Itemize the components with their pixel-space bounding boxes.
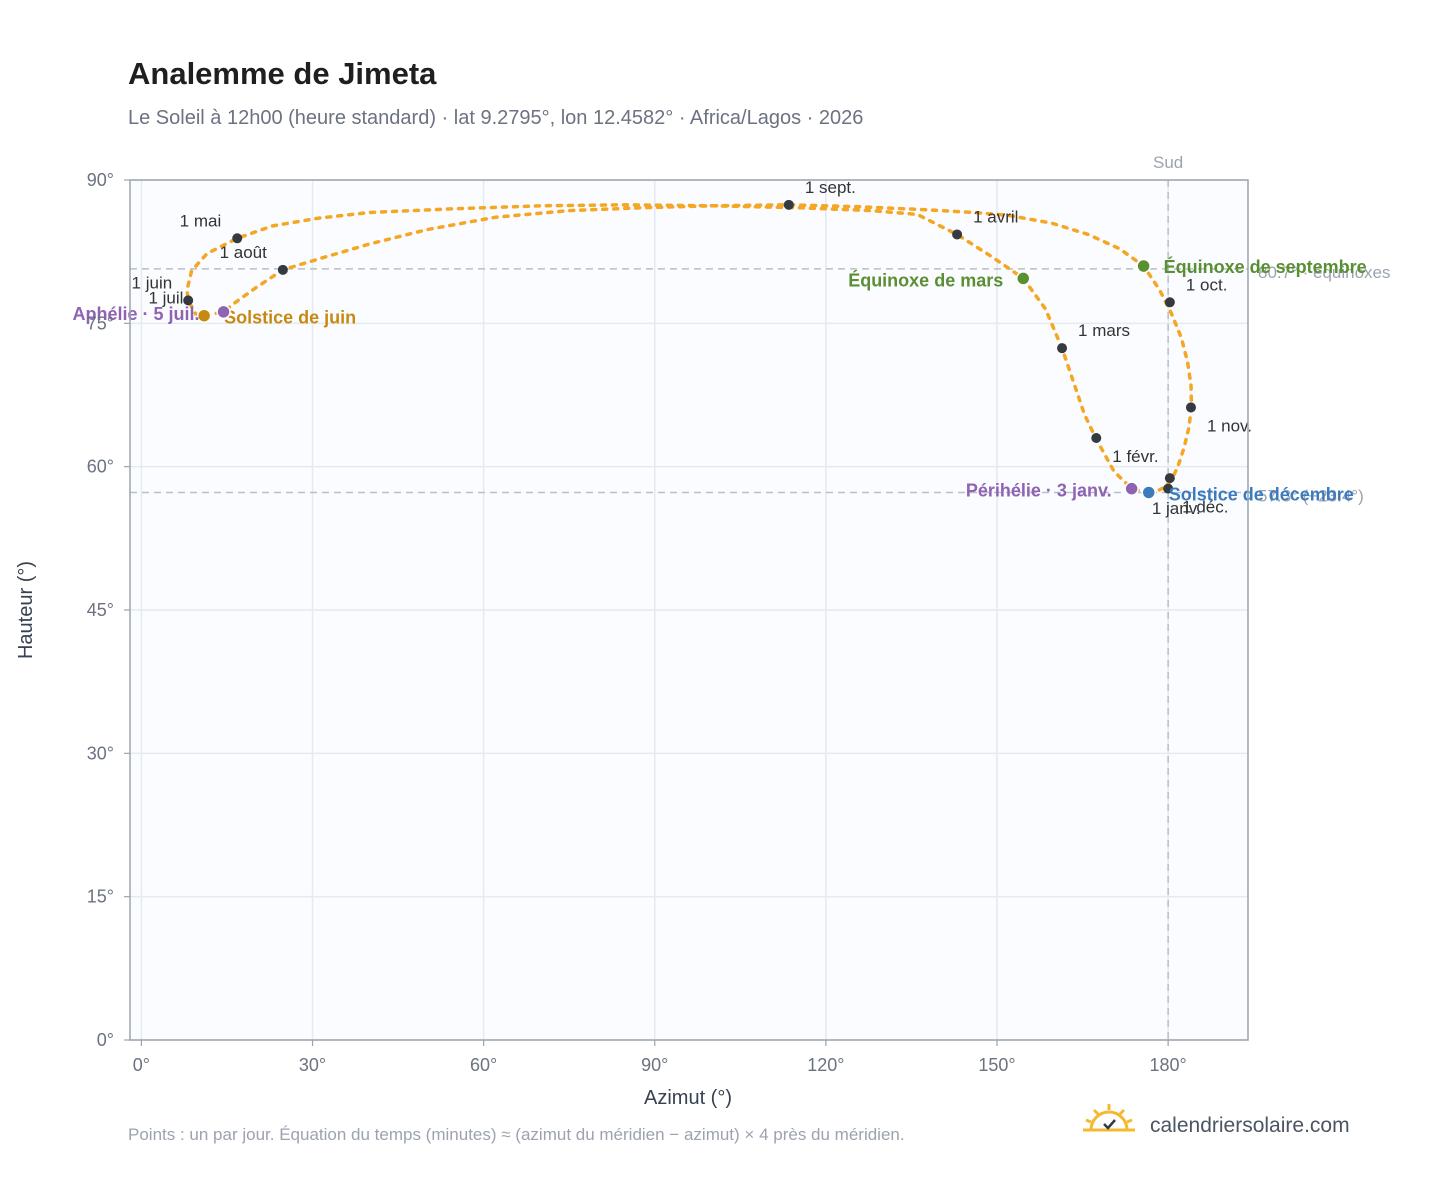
y-tick-label: 30°: [87, 743, 114, 763]
month-marker: [232, 233, 243, 244]
event-label: Équinoxe de septembre: [1164, 256, 1367, 277]
footer-note: Points : un par jour. Équation du temps …: [128, 1125, 905, 1144]
month-label: 1 mai: [180, 211, 222, 230]
event-marker: [1141, 485, 1156, 500]
chart-subtitle: Le Soleil à 12h00 (heure standard) · lat…: [128, 107, 863, 129]
month-label: 1 sept.: [805, 178, 856, 197]
y-tick-label: 45°: [87, 600, 114, 620]
axis-ticks: 0° 30° 60° 90° 120° 150° 180° 0° 15° 30° 45° 60° 75°…: [87, 170, 1187, 1075]
event-label: Périhélie · 3 janv.: [966, 481, 1112, 501]
event-marker: [196, 308, 212, 323]
x-tick-label: 30°: [299, 1055, 326, 1075]
y-tick-label: 60°: [87, 457, 114, 477]
altitude-reference-label: 80.7° · équinoxes: [1258, 263, 1391, 282]
x-tick-label: 60°: [470, 1055, 497, 1075]
month-label: 1 nov.: [1207, 416, 1252, 435]
brand-name: calendriersolaire.com: [1150, 1114, 1350, 1137]
analemma-path: [185, 203, 1194, 495]
y-axis-label: Hauteur (°): [15, 561, 37, 659]
month-marker: [183, 295, 194, 306]
y-tick-label: 0°: [97, 1030, 114, 1050]
x-tick-label: 120°: [807, 1055, 844, 1075]
month-marker: [1057, 343, 1068, 354]
x-tick-label: 0°: [133, 1055, 150, 1075]
month-marker: [1185, 402, 1196, 413]
month-label: 1 févr.: [1112, 447, 1158, 466]
chart-title: Analemme de Jimeta: [128, 56, 437, 91]
event-label: Solstice de juin: [224, 308, 356, 328]
event-label: Équinoxe de mars: [848, 269, 1003, 290]
sun-check-icon: [1083, 1104, 1135, 1132]
y-tick-label: 15°: [87, 887, 114, 907]
month-marker: [1164, 473, 1175, 484]
month-label: 1 juil.: [148, 289, 188, 308]
month-marker: [1091, 433, 1102, 443]
altitude-reference-label: 57.3° (−23.4°): [1258, 486, 1364, 505]
month-label: 1 juin: [132, 273, 173, 292]
month-label: 1 déc.: [1182, 498, 1228, 517]
month-marker: [1163, 483, 1174, 494]
month-marker: [277, 264, 288, 275]
event-markers: Équinoxe de mars Équinoxe de septembre Sol…: [73, 256, 1367, 504]
month-marker: [952, 229, 963, 240]
month-label: 1 mars: [1078, 321, 1130, 340]
x-tick-label: 180°: [1150, 1055, 1187, 1075]
event-marker: [1016, 271, 1031, 286]
x-tick-label: 90°: [641, 1055, 668, 1075]
x-axis-label: Azimut (°): [644, 1087, 732, 1109]
event-marker: [1124, 481, 1139, 496]
y-tick-label: 75°: [87, 313, 114, 333]
month-marker: [1164, 297, 1175, 308]
x-tick-label: 150°: [978, 1055, 1015, 1075]
month-label: 1 avril: [973, 207, 1018, 226]
meridian-label: Sud: [1153, 153, 1183, 172]
event-label: Aphélie · 5 juil.: [73, 304, 200, 324]
event-marker: [1136, 258, 1151, 274]
event-marker: [216, 304, 231, 320]
daily-sun-positions: [185, 203, 1194, 495]
reference-lines: Sud 80.7° · équinoxes 57.3° (−23.4°): [130, 153, 1391, 1040]
y-tick-label: 90°: [87, 170, 114, 190]
month-label: 1 oct.: [1186, 275, 1228, 294]
month-marker: [783, 199, 794, 210]
month-label: 1 août: [220, 243, 268, 262]
month-label: 1 janv.: [1152, 499, 1201, 518]
event-label: Solstice de décembre: [1169, 484, 1354, 504]
